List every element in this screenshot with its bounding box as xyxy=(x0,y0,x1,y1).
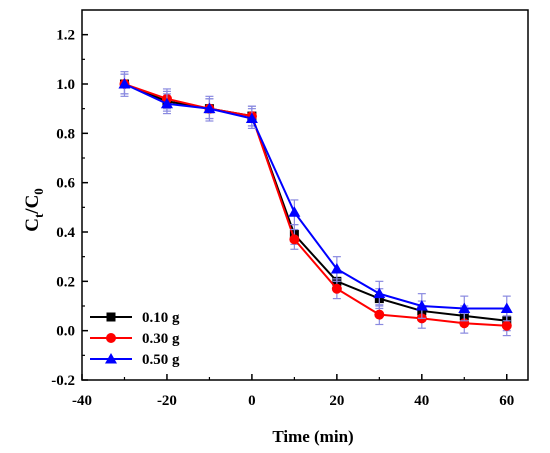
data-point xyxy=(501,320,512,331)
y-tick-label: -0.2 xyxy=(51,373,75,389)
y-axis-title-sub1: t xyxy=(31,213,46,218)
y-axis-title: Ct/C0 xyxy=(22,188,46,232)
axes-layer: -40 -20 0 20 40 60 -0.2 0.0 0.2 0.4 0.6 0.8 1.0 1.2 xyxy=(51,9,529,409)
x-tick-label: 40 xyxy=(414,393,429,409)
data-point xyxy=(415,300,428,311)
legend: 0.10 g 0.30 g 0.50 g xyxy=(90,310,180,368)
x-tick-label: -20 xyxy=(157,393,177,409)
x-tick-label: 0 xyxy=(248,393,256,409)
y-tick-label: 0.0 xyxy=(56,324,75,340)
data-point xyxy=(331,283,342,294)
series-line xyxy=(124,83,507,327)
x-axis-title: Time (min) xyxy=(272,427,353,446)
data-point xyxy=(330,263,343,274)
x-tick-label: 20 xyxy=(329,393,344,409)
legend-entry-3: 0.50 g xyxy=(90,352,180,368)
data-point xyxy=(373,287,386,299)
data-point xyxy=(245,112,258,124)
data-point xyxy=(374,309,385,320)
data-point xyxy=(289,234,300,245)
legend-label: 0.30 g xyxy=(142,331,180,347)
data-point xyxy=(288,206,301,217)
plot-frame xyxy=(81,9,529,381)
series-3 xyxy=(118,71,513,322)
y-tick-label: 0.8 xyxy=(56,126,75,142)
legend-label: 0.10 g xyxy=(142,310,180,326)
y-axis-title-main: C xyxy=(22,218,43,232)
series-layer xyxy=(118,71,513,337)
data-point xyxy=(118,78,131,89)
legend-marker xyxy=(105,353,117,364)
legend-marker xyxy=(106,312,116,322)
x-tick-label: -40 xyxy=(72,393,92,409)
y-tick-label: 1.0 xyxy=(56,77,75,93)
x-tick-label: 60 xyxy=(499,393,514,409)
data-point xyxy=(458,302,471,313)
series-line xyxy=(124,83,507,310)
legend-label: 0.50 g xyxy=(142,352,180,368)
series-line xyxy=(124,83,507,322)
y-axis-title-mid: /C xyxy=(22,195,43,215)
series-2 xyxy=(119,73,512,337)
data-point xyxy=(203,102,216,114)
y-tick-label: 1.2 xyxy=(56,28,75,44)
legend-marker xyxy=(106,333,116,343)
y-tick-label: 0.2 xyxy=(56,274,75,290)
y-axis-title-sub2: 0 xyxy=(31,188,46,195)
legend-entry-2: 0.30 g xyxy=(90,331,180,347)
data-point xyxy=(160,97,173,109)
legend-entry-1: 0.10 g xyxy=(90,310,180,326)
data-point xyxy=(500,302,513,313)
y-tick-label: 0.4 xyxy=(56,225,75,241)
series-1 xyxy=(119,73,512,332)
y-tick-label: 0.6 xyxy=(56,176,75,192)
